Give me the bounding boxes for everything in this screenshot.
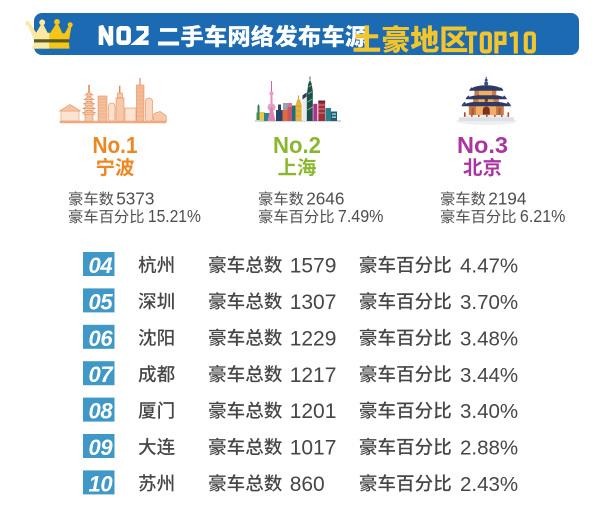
svg-text:06: 06	[88, 326, 113, 351]
svg-text:3.40%: 3.40%	[460, 400, 518, 423]
svg-text:08: 08	[88, 399, 113, 424]
svg-text:05: 05	[88, 289, 113, 314]
svg-text:7.49%: 7.49%	[338, 206, 384, 226]
svg-text:6.21%: 6.21%	[520, 206, 566, 226]
svg-text:15.21%: 15.21%	[148, 206, 201, 226]
svg-text:2194: 2194	[488, 188, 527, 208]
svg-text:10: 10	[88, 471, 113, 496]
svg-text:1217: 1217	[290, 364, 337, 387]
svg-text:3.44%: 3.44%	[460, 364, 518, 387]
svg-text:4.47%: 4.47%	[460, 255, 518, 278]
svg-text:No.1: No.1	[93, 132, 138, 158]
svg-text:1307: 1307	[290, 291, 337, 314]
svg-text:2.43%: 2.43%	[460, 473, 518, 496]
svg-text:1579: 1579	[290, 255, 337, 278]
svg-text:2646: 2646	[306, 188, 344, 208]
svg-text:860: 860	[290, 473, 325, 496]
svg-text:1017: 1017	[290, 437, 337, 460]
svg-text:09: 09	[88, 435, 113, 460]
svg-text:3.70%: 3.70%	[460, 291, 518, 314]
svg-text:1229: 1229	[290, 327, 337, 350]
svg-text:No.3: No.3	[457, 132, 508, 158]
svg-text:1201: 1201	[290, 400, 337, 423]
svg-text:5373: 5373	[116, 188, 154, 208]
svg-text:07: 07	[88, 362, 114, 387]
svg-text:No.2: No.2	[273, 132, 321, 158]
svg-text:04: 04	[88, 253, 112, 278]
svg-text:3.48%: 3.48%	[460, 327, 518, 350]
svg-text:2.88%: 2.88%	[460, 437, 518, 460]
